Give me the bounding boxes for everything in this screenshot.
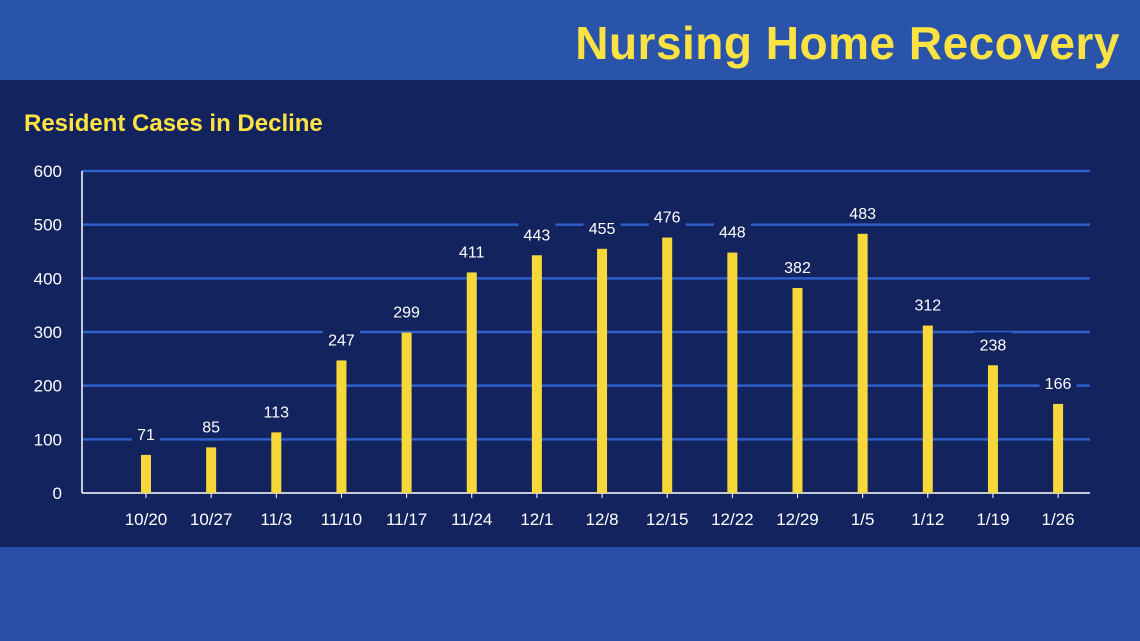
data-label-bg [779, 254, 816, 277]
data-label: 299 [393, 305, 420, 322]
bars [141, 233, 1064, 494]
x-tick-label: 1/19 [976, 510, 1009, 529]
data-label: 71 [137, 427, 155, 444]
data-label-bg [844, 200, 882, 223]
data-label-bg [713, 219, 751, 242]
bar [466, 272, 477, 493]
data-label-bg [257, 399, 295, 422]
x-tick-label: 1/5 [851, 510, 875, 529]
chart-panel [0, 80, 1140, 547]
data-label-bg [453, 239, 491, 262]
bar-chart: 0 100 200 300 400 500 600 71 10/20 85 10/27 113 11/3… [34, 162, 1090, 529]
data-label-bg [648, 204, 686, 227]
data-label-bg [909, 292, 947, 315]
chart-title: Resident Cases in Decline [24, 110, 323, 137]
bar [857, 233, 868, 494]
data-label-bg [388, 299, 426, 322]
bar [141, 454, 151, 493]
bar [531, 255, 542, 493]
page-title: Nursing Home Recovery [575, 17, 1120, 69]
data-label: 476 [654, 210, 681, 227]
y-tick-label: 300 [34, 323, 62, 342]
data-label-bg [1039, 370, 1077, 393]
bar [727, 252, 738, 493]
axes [81, 171, 1090, 498]
data-label: 85 [202, 419, 220, 436]
y-tick-label: 100 [34, 430, 62, 449]
data-label-bg [132, 421, 160, 444]
x-tick-label: 12/22 [711, 510, 754, 529]
bar [597, 248, 608, 493]
x-tick-label: 10/20 [125, 510, 168, 529]
y-tick-label: 400 [34, 269, 62, 288]
bar [1053, 403, 1064, 493]
data-label: 238 [980, 337, 1007, 354]
bar [336, 360, 347, 493]
data-label: 443 [524, 227, 551, 244]
y-tick-label: 0 [53, 484, 62, 503]
data-label: 448 [719, 225, 746, 242]
data-label-bg [583, 215, 621, 238]
data-label-bg [518, 222, 556, 245]
x-tick-label: 12/8 [586, 510, 619, 529]
x-tick-label: 1/26 [1042, 510, 1075, 529]
bar [271, 432, 282, 493]
bottom-band [0, 547, 1140, 641]
data-label-bg [197, 414, 226, 437]
data-label: 166 [1045, 376, 1072, 393]
x-tick-label: 12/15 [646, 510, 689, 529]
y-tick-label: 200 [34, 377, 62, 396]
data-label-bg [974, 332, 1012, 355]
bar [206, 447, 217, 493]
y-tick-label: 500 [34, 216, 62, 235]
data-label: 483 [849, 206, 876, 223]
data-label: 455 [589, 221, 616, 238]
bar [662, 237, 673, 493]
labels: 0 100 200 300 400 500 600 71 10/20 85 10/27 113 11/3… [34, 162, 1077, 529]
x-tick-label: 11/3 [260, 510, 292, 529]
x-tick-label: 10/27 [190, 510, 233, 529]
bar [922, 325, 933, 493]
x-tick-label: 11/24 [451, 510, 492, 529]
bar [401, 332, 412, 493]
data-label: 312 [914, 298, 941, 315]
bar [792, 287, 803, 493]
data-label: 247 [328, 332, 355, 349]
bar [987, 365, 998, 493]
data-label: 113 [264, 404, 290, 421]
gridlines [82, 169, 1090, 441]
data-label: 382 [784, 260, 811, 277]
data-label: 411 [459, 244, 485, 261]
x-tick-label: 11/10 [321, 510, 362, 529]
title-bar: Nursing Home Recovery [0, 0, 1140, 80]
y-tick-label: 600 [34, 162, 62, 181]
x-tick-label: 11/17 [386, 510, 427, 529]
data-label-bg [322, 327, 360, 350]
x-tick-label: 12/29 [776, 510, 819, 529]
x-tick-label: 1/12 [911, 510, 944, 529]
x-tick-label: 12/1 [520, 510, 553, 529]
